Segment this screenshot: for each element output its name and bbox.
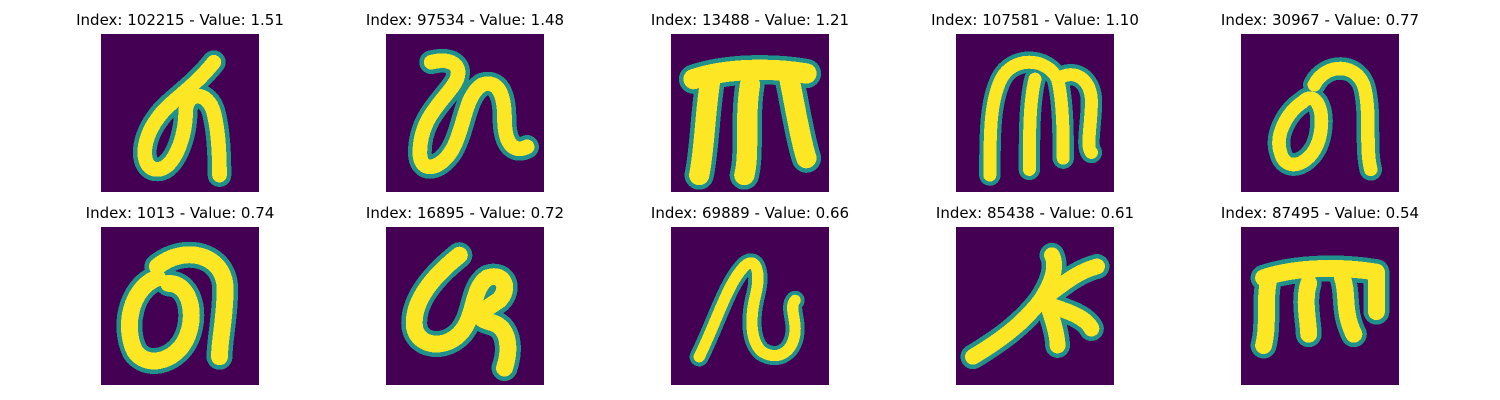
sample-cell: Index: 102215 - Value: 1.51 bbox=[50, 0, 310, 192]
glyph-strokes bbox=[1250, 255, 1390, 359]
sample-title: Index: 107581 - Value: 1.10 bbox=[931, 11, 1139, 29]
glyph-strokes bbox=[960, 242, 1110, 370]
glyph-strokes bbox=[116, 241, 239, 374]
glyph-strokes bbox=[1267, 57, 1383, 181]
glyph-strokes bbox=[979, 51, 1103, 186]
sample-cell: Index: 13488 - Value: 1.21 bbox=[620, 0, 880, 192]
glyph-strokes bbox=[408, 49, 539, 179]
glyph-strokes bbox=[689, 253, 805, 367]
sample-image bbox=[956, 227, 1114, 385]
sample-title: Index: 85438 - Value: 0.61 bbox=[935, 204, 1135, 222]
glyph-strokes bbox=[678, 55, 822, 190]
sample-image bbox=[386, 34, 544, 192]
sample-title: Index: 69889 - Value: 0.66 bbox=[650, 204, 850, 222]
sample-image bbox=[386, 227, 544, 385]
sample-cell: Index: 30967 - Value: 0.77 bbox=[1190, 0, 1450, 192]
sample-cell: Index: 1013 - Value: 0.74 bbox=[50, 193, 310, 385]
sample-title: Index: 13488 - Value: 1.21 bbox=[650, 11, 850, 29]
sample-title: Index: 30967 - Value: 0.77 bbox=[1220, 11, 1420, 29]
sample-title: Index: 1013 - Value: 0.74 bbox=[85, 204, 275, 222]
sample-image bbox=[956, 34, 1114, 192]
sample-image bbox=[671, 34, 829, 192]
sample-image bbox=[671, 227, 829, 385]
sample-image bbox=[101, 227, 259, 385]
sample-image bbox=[1241, 227, 1399, 385]
sample-cell: Index: 107581 - Value: 1.10 bbox=[905, 0, 1165, 192]
sample-title: Index: 97534 - Value: 1.48 bbox=[365, 11, 565, 29]
glyph-strokes bbox=[401, 242, 521, 382]
sample-cell: Index: 16895 - Value: 0.72 bbox=[335, 193, 595, 385]
sample-title: Index: 16895 - Value: 0.72 bbox=[365, 204, 565, 222]
sample-cell: Index: 87495 - Value: 0.54 bbox=[1190, 193, 1450, 385]
sample-title: Index: 87495 - Value: 0.54 bbox=[1220, 204, 1420, 222]
sample-image bbox=[101, 34, 259, 192]
sample-cell: Index: 69889 - Value: 0.66 bbox=[620, 193, 880, 385]
sample-cell: Index: 97534 - Value: 1.48 bbox=[335, 0, 595, 192]
glyph-strokes bbox=[133, 50, 232, 187]
sample-image bbox=[1241, 34, 1399, 192]
sample-title: Index: 102215 - Value: 1.51 bbox=[76, 11, 284, 29]
sample-cell: Index: 85438 - Value: 0.61 bbox=[905, 193, 1165, 385]
